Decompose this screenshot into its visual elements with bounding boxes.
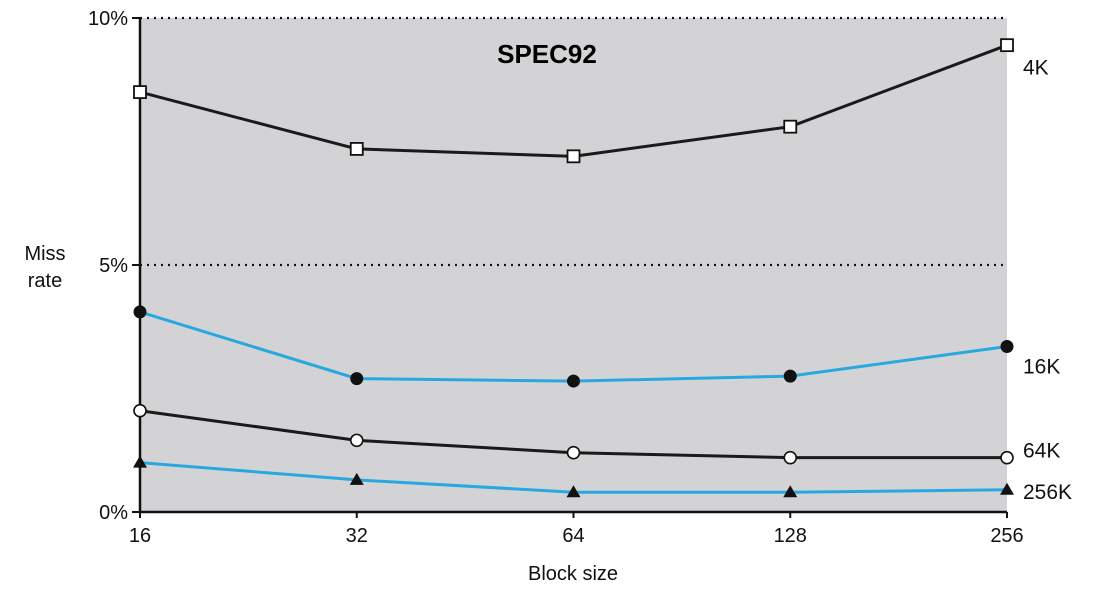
data-point: [783, 369, 797, 383]
data-point: [349, 142, 364, 156]
data-point: [133, 455, 147, 468]
y-tick-label: 5%: [99, 255, 128, 277]
series-16K: 16K: [133, 305, 1060, 388]
data-point: [567, 374, 580, 388]
data-point: [133, 403, 147, 418]
data-point: [133, 305, 147, 319]
x-tick-label: 16: [129, 525, 151, 547]
series-4K: 4K: [133, 38, 1049, 164]
y-tick-label: 0%: [99, 502, 128, 524]
series-layer: 4K 16K 64K 256K: [133, 38, 1072, 504]
axes: 0% 5% 10% 16 32 64 128 256: [88, 8, 1024, 547]
x-tick-label: 128: [774, 525, 807, 547]
data-point: [783, 119, 798, 134]
x-axis-label: Block size: [528, 563, 618, 585]
data-point: [1000, 450, 1014, 465]
data-point: [566, 485, 581, 498]
x-tick-label: 256: [990, 525, 1023, 547]
y-axis-label-line-1: Miss: [24, 243, 65, 265]
y-tick-label: 10%: [88, 8, 128, 30]
data-point: [349, 472, 364, 485]
series-label-256K: 256K: [1023, 481, 1072, 504]
x-tick-label: 64: [562, 525, 584, 547]
x-tick-label: 32: [346, 525, 368, 547]
data-point: [1000, 38, 1014, 53]
series-label-4K: 4K: [1023, 56, 1049, 79]
data-point: [133, 85, 147, 99]
series-256K: 256K: [133, 455, 1072, 504]
y-axis-label-line-2: rate: [28, 270, 62, 292]
data-point: [1000, 340, 1014, 354]
data-point: [566, 149, 581, 164]
data-point: [783, 450, 798, 465]
series-64K: 64K: [133, 403, 1060, 465]
data-point: [349, 433, 364, 448]
series-label-16K: 16K: [1023, 355, 1060, 378]
data-point: [783, 485, 798, 498]
series-label-64K: 64K: [1023, 439, 1060, 462]
data-point: [350, 372, 364, 386]
gridlines: [140, 16, 1007, 267]
data-point: [566, 445, 581, 460]
chart-title: SPEC92: [497, 39, 597, 69]
data-point: [1000, 482, 1014, 495]
